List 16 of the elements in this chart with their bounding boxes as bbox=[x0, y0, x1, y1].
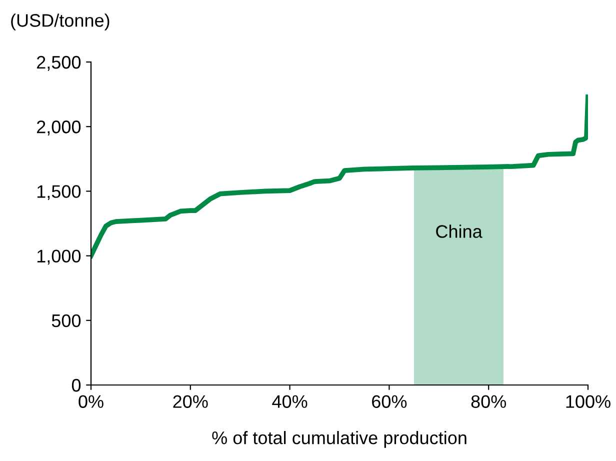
x-tick-label: 0% bbox=[78, 395, 104, 408]
x-tick-label: 60% bbox=[372, 395, 407, 408]
x-tick-label: 80% bbox=[471, 395, 506, 408]
y-tick-label: 2,500 bbox=[37, 56, 81, 71]
x-tick-label: 40% bbox=[272, 395, 308, 408]
line-series bbox=[91, 94, 588, 258]
y-tick-label: 500 bbox=[52, 314, 81, 328]
y-axis-title: (USD/tonne) bbox=[11, 14, 110, 30]
x-axis-title: % of total cumulative production bbox=[212, 431, 466, 448]
y-tick-label: 2,000 bbox=[37, 120, 81, 136]
x-tick-label: 20% bbox=[173, 395, 208, 408]
band-label: China bbox=[436, 224, 482, 238]
y-tick-label: 1,500 bbox=[37, 185, 81, 200]
x-tick-label: 100% bbox=[566, 395, 610, 408]
y-tick-label: 1,000 bbox=[37, 250, 81, 265]
y-tick-label: 0 bbox=[72, 378, 81, 392]
